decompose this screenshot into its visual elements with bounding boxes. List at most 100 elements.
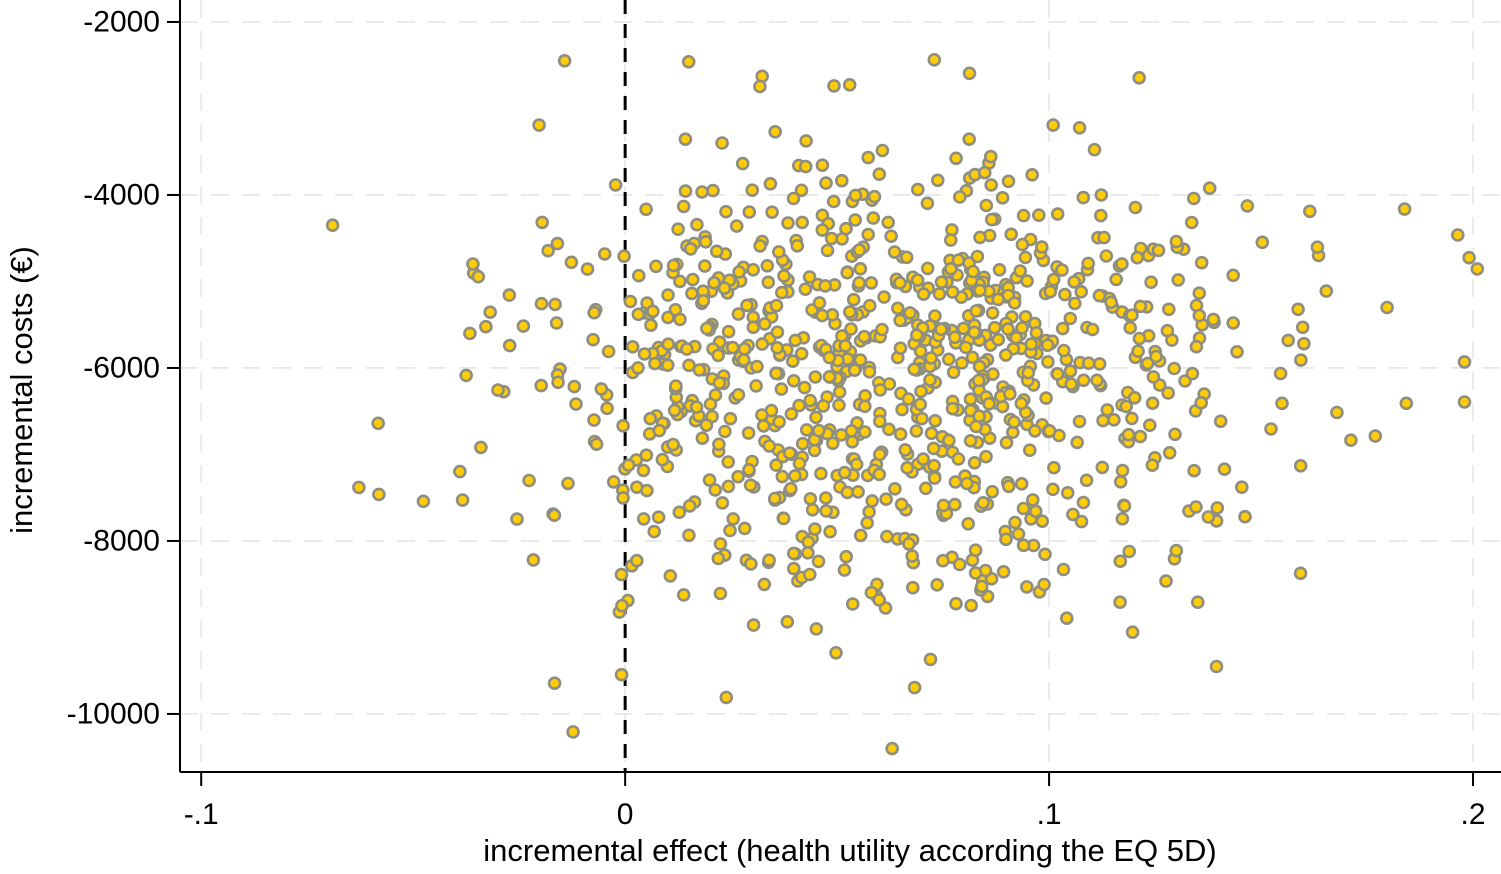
scatter-point <box>942 433 956 448</box>
scatter-point <box>737 521 752 536</box>
scatter-point <box>799 423 814 437</box>
scatter-point <box>1060 611 1074 626</box>
scatter-point <box>951 253 966 268</box>
scatter-point <box>606 475 621 489</box>
scatter-point <box>711 348 726 363</box>
scatter-point <box>797 380 812 395</box>
scatter-point <box>740 298 754 313</box>
scatter-point <box>826 194 841 209</box>
scatter-point <box>1131 344 1145 359</box>
scatter-point <box>811 423 826 438</box>
scatter-point <box>1151 243 1166 258</box>
scatter-point <box>984 178 999 192</box>
scatter-point <box>1462 250 1476 265</box>
scatter-point <box>932 287 947 301</box>
scatter-point <box>872 467 887 482</box>
scatter-point <box>815 308 830 323</box>
scatter-point <box>803 393 818 408</box>
scatter-point <box>884 229 899 243</box>
scatter-point <box>1133 429 1148 444</box>
scatter-point <box>795 215 810 230</box>
scatter-point <box>972 283 987 298</box>
scatter-point <box>783 481 798 496</box>
scatter-point <box>706 183 720 198</box>
scatter-point <box>1168 427 1182 442</box>
x-tick-label: 0 <box>617 798 634 831</box>
scatter-point <box>1303 204 1317 219</box>
scatter-point <box>526 553 541 567</box>
scatter-point <box>689 400 704 414</box>
scatter-point <box>1451 228 1465 242</box>
scatter-point <box>1122 544 1136 559</box>
scatter-point <box>839 221 853 236</box>
scatter-point <box>1092 288 1107 303</box>
scatter-point <box>961 516 976 531</box>
scatter-point <box>840 265 855 280</box>
scatter-point <box>737 342 752 356</box>
scatter-point <box>673 274 687 289</box>
scatter-point <box>839 549 854 564</box>
scatter-point <box>910 273 925 288</box>
scatter-point <box>1291 302 1305 317</box>
scatter-point <box>765 205 779 219</box>
scatter-point <box>1115 257 1129 271</box>
scatter-point <box>815 223 830 237</box>
scatter-point <box>746 262 761 277</box>
scatter-point <box>1025 168 1039 182</box>
scatter-point <box>516 319 531 333</box>
scatter-point <box>777 269 791 283</box>
scatter-point <box>1145 396 1160 411</box>
scatter-point <box>769 366 784 381</box>
scatter-point <box>1185 366 1200 381</box>
scatter-point <box>991 332 1006 347</box>
scatter-point <box>867 189 882 204</box>
scatter-point <box>601 344 616 359</box>
scatter-point <box>652 423 667 438</box>
scatter-point <box>979 449 993 464</box>
scatter-point <box>947 330 962 345</box>
scatter-point <box>1001 479 1016 494</box>
scatter-point <box>1043 284 1058 299</box>
scatter-point <box>1109 272 1123 287</box>
scatter-point <box>776 511 791 526</box>
scatter-point <box>1063 364 1078 379</box>
y-tick-label: -6000 <box>83 351 160 384</box>
scatter-point <box>1399 396 1414 411</box>
scatter-point <box>741 426 756 440</box>
scatter-point <box>757 577 772 592</box>
scatter-point <box>564 255 579 270</box>
scatter-point <box>1056 562 1071 577</box>
scatter-point <box>551 375 565 390</box>
scatter-point <box>1194 395 1208 410</box>
scatter-point <box>1100 403 1115 417</box>
scatter-point <box>963 433 978 448</box>
scatter-point <box>1050 207 1065 221</box>
scatter-point <box>661 288 675 302</box>
scatter-point <box>926 441 941 456</box>
scatter-point <box>1074 284 1088 299</box>
scatter-point <box>872 414 887 429</box>
axes <box>179 0 1501 773</box>
scatter-point <box>1016 208 1031 223</box>
scatter-point <box>589 437 604 452</box>
scatter-point <box>1113 474 1128 489</box>
scatter-point <box>713 537 728 551</box>
scatter-point <box>784 407 799 421</box>
scatter-point <box>736 353 751 367</box>
scatter-point <box>466 257 480 271</box>
scatter-point <box>769 458 784 472</box>
scatter-point <box>1067 275 1081 289</box>
scatter-point <box>1192 308 1207 323</box>
scatter-point <box>809 410 823 425</box>
scatter-point <box>1041 355 1055 369</box>
scatter-point <box>771 245 786 259</box>
scatter-point <box>907 680 922 695</box>
scatter-point <box>1117 499 1132 513</box>
scatter-point <box>893 427 908 442</box>
scatter-point <box>861 150 876 165</box>
scatter-point <box>805 502 820 517</box>
scatter-point <box>718 424 732 439</box>
scatter-point <box>802 567 817 582</box>
scatter-point <box>1046 482 1060 497</box>
scatter-point <box>743 478 758 493</box>
